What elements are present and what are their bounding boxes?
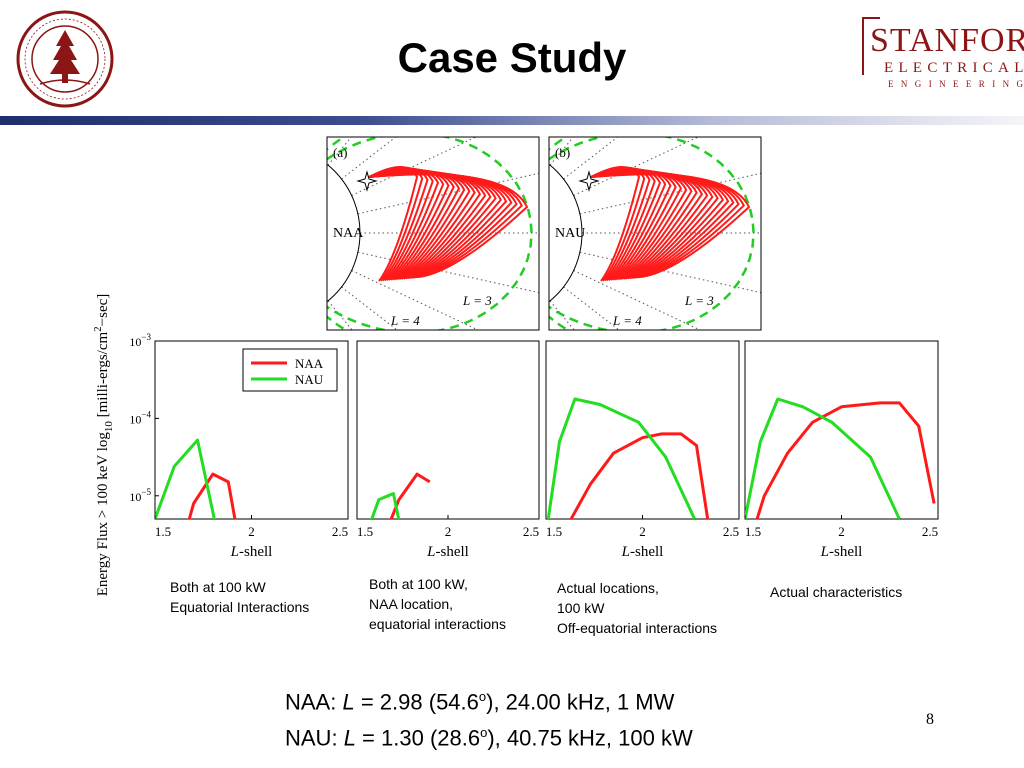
x-tick-label: 2.5: [723, 524, 739, 539]
logo-engineering-text: ENGINEERING: [888, 79, 1024, 89]
transmitter-star-icon: [578, 170, 600, 192]
caption-line: 100 kW: [557, 600, 605, 616]
x-tick-label: 2.5: [523, 524, 539, 539]
series-line-nau: [370, 492, 401, 519]
station-label: NAA: [333, 226, 364, 241]
logo-stanford-text: STANFORD: [870, 22, 1024, 59]
legend-label-naa: NAA: [295, 356, 324, 371]
flux-panel-4: 1.5 2 2.5 L-shell: [744, 340, 939, 560]
ray-panel-frame: [548, 136, 762, 331]
x-tick-label: 2: [838, 524, 845, 539]
l-shell-4-line: [327, 137, 349, 330]
legend-box: [242, 348, 338, 392]
caption-line: Equatorial Interactions: [170, 599, 310, 615]
legend-label-nau: NAU: [295, 372, 324, 387]
x-tick-label: 2: [639, 524, 646, 539]
series-group: [546, 397, 710, 519]
x-axis-label: L-shell: [426, 544, 469, 560]
caption-line: equatorial interactions: [369, 616, 506, 632]
ray-panel-2: (b) NAU L = 3 L = 4: [516, 0, 761, 330]
x-tick-label: 1.5: [745, 524, 761, 539]
caption-panel-2: Both at 100 kW, NAA location, equatorial…: [369, 574, 506, 634]
x-tick-label: 1.5: [155, 524, 171, 539]
svg-text:Energy Flux > 100 keV log10 [m: Energy Flux > 100 keV log10 [milli-ergs/…: [92, 294, 115, 597]
x-axis-label: L-shell: [820, 544, 863, 560]
series-line-nau: [546, 397, 696, 519]
x-tick-label: 2: [445, 524, 452, 539]
caption-line: Off-equatorial interactions: [557, 620, 718, 636]
l-shell-3-label: L = 3: [684, 293, 714, 308]
series-line-naa: [187, 472, 237, 519]
series-group: [745, 397, 936, 519]
earth-circle: [549, 163, 583, 303]
page-number: 8: [926, 711, 934, 728]
station-label: NAU: [555, 226, 585, 241]
ray-path: [590, 173, 751, 278]
x-tick-label: 2.5: [332, 524, 348, 539]
transmitter-star-icon: [356, 170, 378, 192]
header-gradient-bar: [0, 116, 1024, 125]
l-shell-4-label: L = 4: [390, 313, 420, 328]
naa-parameters: NAA: L = 2.98 (54.6o), 24.00 kHz, 1 MW: [285, 689, 675, 715]
x-tick-label: 1.5: [357, 524, 373, 539]
l-shell-4-label: L = 4: [612, 313, 642, 328]
magnetic-latitude-line: [312, 0, 417, 155]
series-group: [155, 438, 237, 519]
ray-path: [368, 173, 529, 278]
x-tick-label: 1.5: [546, 524, 562, 539]
stanford-seal-logo: [16, 10, 114, 108]
magnetic-latitude-line: [516, 0, 574, 148]
ray-panel-1: (a) NAA L = 3 L = 4: [294, 0, 539, 330]
flux-panel-3: 1.5 2 2.5 L-shell: [545, 340, 740, 560]
caption-line: Actual characteristics: [770, 584, 903, 600]
series-line-naa: [389, 472, 431, 519]
nau-parameters: NAU: L = 1.30 (28.6o), 40.75 kHz, 100 kW: [285, 725, 693, 751]
plot-frame: [545, 340, 740, 520]
magnetic-latitude-line: [534, 0, 639, 155]
magnetic-latitude-line: [294, 0, 352, 148]
series-line-nau: [155, 438, 216, 519]
x-tick-label: 2: [248, 524, 255, 539]
panel-tag-label: (a): [333, 145, 347, 160]
plot-frame: [356, 340, 540, 520]
x-tick-label: 2.5: [922, 524, 938, 539]
logo-bracket: [862, 17, 880, 75]
flux-panel-2: 1.5 2 2.5 L-shell: [356, 340, 540, 560]
series-line-naa: [755, 401, 936, 519]
panel-tag-label: (b): [555, 145, 570, 160]
slide-title: Case Study: [397, 34, 627, 81]
caption-line: Actual locations,: [557, 580, 659, 596]
l-shell-3-label: L = 3: [462, 293, 492, 308]
caption-line: NAA location,: [369, 596, 454, 612]
caption-panel-1: Both at 100 kW Equatorial Interactions: [170, 577, 309, 617]
caption-line: Both at 100 kW,: [369, 576, 468, 592]
y-tick-label: 10−5: [129, 487, 151, 504]
series-group: [370, 472, 431, 519]
y-tick-label: 10−4: [129, 409, 151, 426]
series-line-naa: [569, 432, 710, 519]
ray-tracing-panels: (a) NAA L = 3 L = 4 (b) NAU L = 3 L = 4: [294, 0, 762, 331]
ray-panel-frame: [326, 136, 540, 331]
logo-electrical-text: ELECTRICAL: [884, 60, 1024, 76]
x-axis-label: L-shell: [621, 544, 664, 560]
earth-circle: [327, 163, 361, 303]
x-axis-label: L-shell: [230, 544, 273, 560]
l-shell-4-line: [549, 137, 571, 330]
caption-panel-4: Actual characteristics: [770, 582, 902, 602]
caption-panel-3: Actual locations, 100 kW Off-equatorial …: [557, 578, 717, 638]
series-line-nau: [745, 397, 901, 519]
y-axis-label: Energy Flux > 100 keV log10 [milli-ergs/…: [92, 294, 115, 597]
caption-line: Both at 100 kW: [170, 579, 266, 595]
y-tick-label: 10−3: [129, 332, 151, 349]
